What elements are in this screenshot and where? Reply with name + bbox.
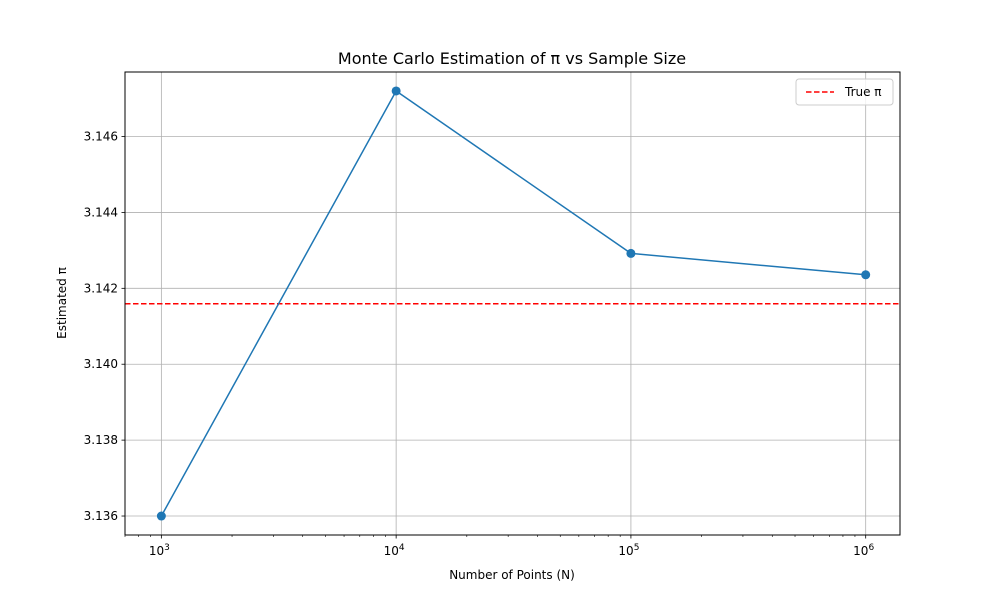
estimate-point — [861, 270, 871, 280]
x-tick-label: 103 — [149, 543, 170, 558]
x-tick-label: 106 — [853, 543, 874, 558]
x-axis-label: Number of Points (N) — [449, 568, 575, 582]
y-tick-label: 3.140 — [84, 357, 118, 371]
estimate-point — [156, 511, 166, 521]
y-tick-label: 3.136 — [84, 509, 118, 523]
estimate-series-line — [160, 89, 866, 517]
x-axis-ticks: 103 104 105 106 — [149, 535, 874, 558]
y-tick-label: 3.142 — [84, 281, 118, 295]
x-tick-label: 105 — [618, 543, 639, 558]
plot-frame — [124, 71, 901, 536]
y-axis-label: Estimated π — [55, 267, 69, 339]
estimate-point — [626, 248, 636, 258]
legend: True π — [795, 78, 894, 106]
y-tick-label: 3.144 — [84, 205, 118, 219]
y-tick-label: 3.138 — [84, 433, 118, 447]
legend-true-pi-label: True π — [844, 85, 882, 99]
y-axis-ticks: 3.136 3.138 3.140 3.142 3.144 3.146 — [84, 130, 125, 523]
legend-box — [795, 78, 894, 106]
series-layer — [156, 86, 871, 521]
chart-title: Monte Carlo Estimation of π vs Sample Si… — [338, 49, 686, 68]
estimate-point — [391, 86, 401, 96]
y-tick-label: 3.146 — [84, 130, 118, 144]
x-tick-label: 104 — [384, 543, 405, 558]
